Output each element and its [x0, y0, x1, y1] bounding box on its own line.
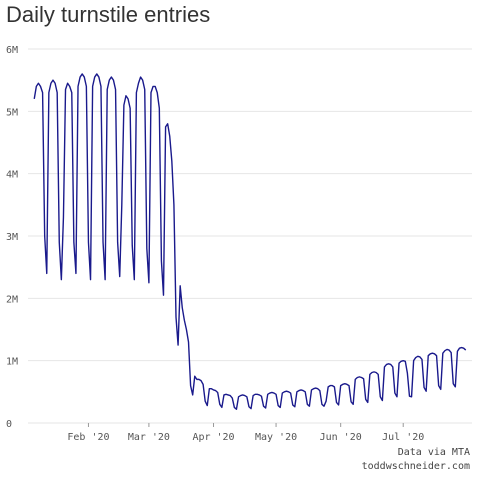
y-tick-label: 2M — [6, 294, 18, 305]
x-axis: Feb '20 Mar '20 Apr '20 May '20 Jun '20 Jul '… — [67, 423, 424, 443]
x-tick-label: May '20 — [255, 432, 297, 443]
y-tick-label: 6M — [6, 45, 18, 56]
x-tick-label: Mar '20 — [128, 432, 170, 443]
y-tick-label: 4M — [6, 170, 18, 181]
source-credit: Data via MTA — [397, 447, 470, 458]
y-axis: 0 1M 2M 3M 4M 5M 6M — [6, 45, 18, 430]
y-tick-label: 5M — [6, 107, 18, 118]
series-line — [33, 73, 467, 410]
x-tick-label: Jul '20 — [382, 432, 424, 443]
x-tick-label: Apr '20 — [192, 432, 234, 443]
y-tick-label: 1M — [6, 357, 18, 368]
x-tick-label: Feb '20 — [67, 432, 109, 443]
source-site: toddwschneider.com — [361, 461, 470, 472]
y-tick-label: 0 — [6, 419, 12, 430]
gridlines — [28, 48, 472, 424]
series-group — [33, 73, 467, 410]
x-tick-label: Jun '20 — [320, 432, 362, 443]
chart-title: Daily turnstile entries — [6, 2, 211, 27]
y-tick-label: 3M — [6, 232, 18, 243]
